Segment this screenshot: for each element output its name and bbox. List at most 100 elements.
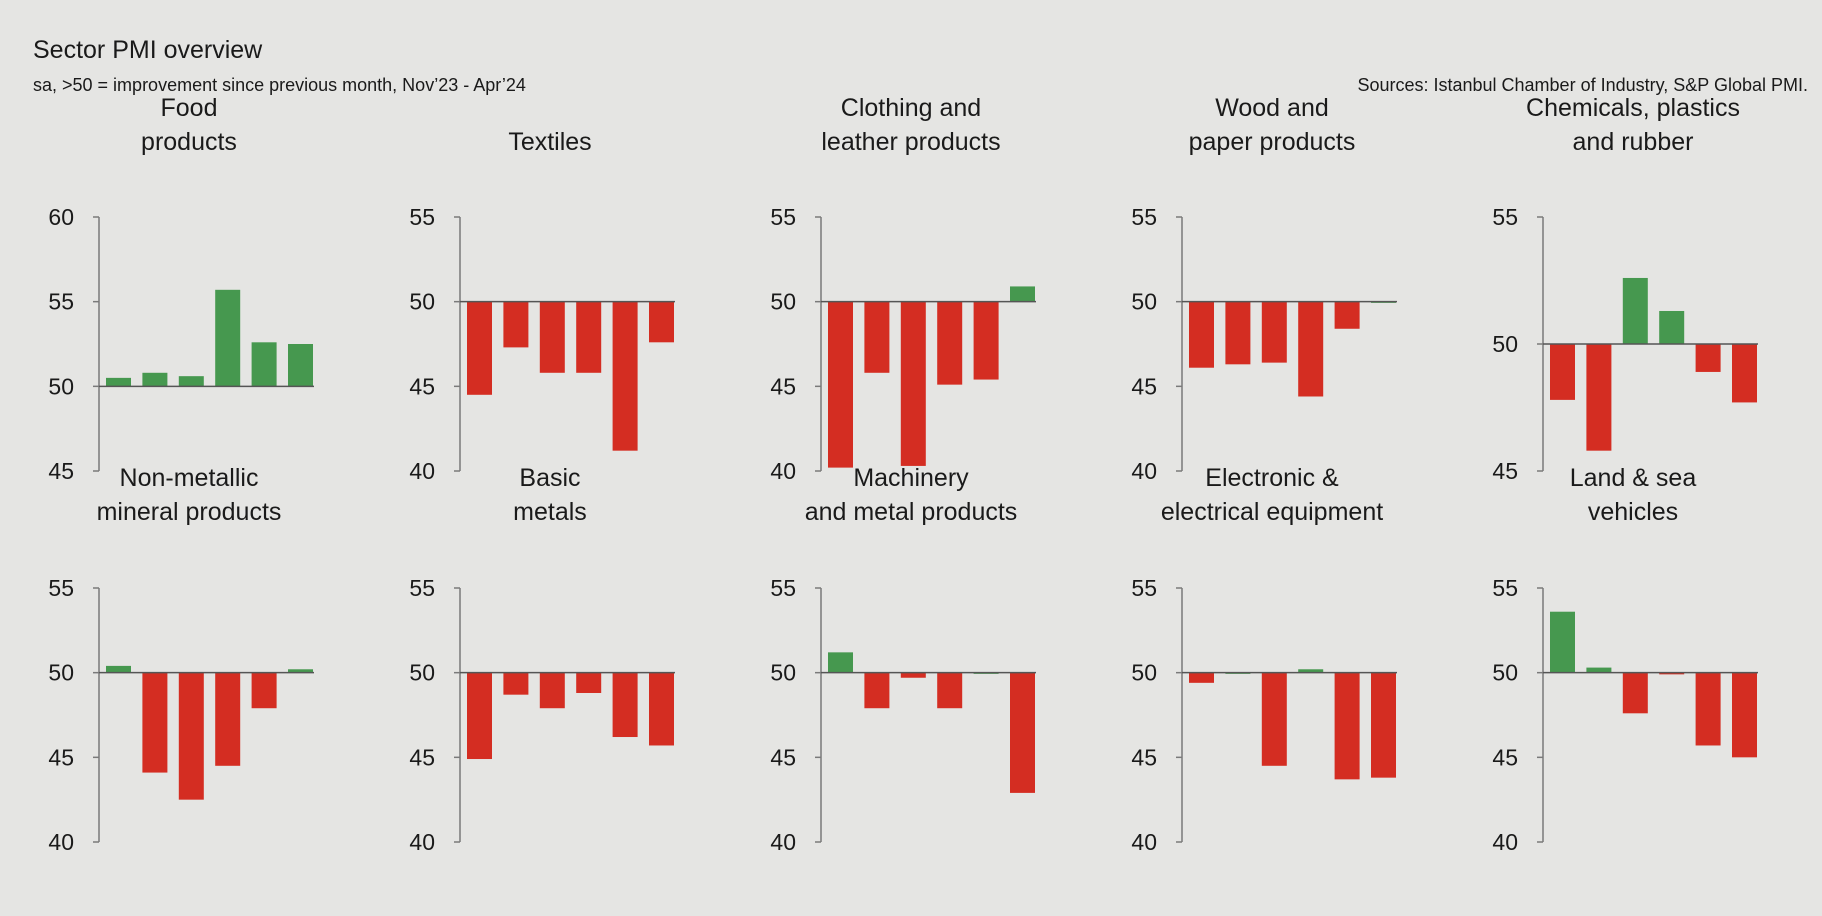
panel-title: vehicles bbox=[1588, 498, 1678, 526]
bar-Apr'24 bbox=[1371, 672, 1396, 778]
bar-Mar'24 bbox=[1334, 672, 1360, 780]
bar-Mar'24 bbox=[251, 672, 277, 709]
y-tick-label: 50 bbox=[48, 660, 74, 686]
bar-Feb'24 bbox=[1659, 672, 1685, 675]
y-tick-label: 50 bbox=[1131, 660, 1157, 686]
sector-panel-2: Textiles 40 45 50 55 bbox=[409, 128, 675, 484]
y-tick-label: 45 bbox=[48, 744, 74, 770]
bar-Jan'24 bbox=[178, 376, 204, 387]
bar-Nov'23 bbox=[467, 672, 492, 760]
y-tick-label: 45 bbox=[409, 744, 435, 770]
y-tick-label: 40 bbox=[770, 829, 796, 855]
bar-Nov'23 bbox=[467, 301, 492, 395]
y-tick-label: 45 bbox=[409, 373, 435, 399]
bar-Mar'24 bbox=[1334, 301, 1360, 329]
y-tick-label: 60 bbox=[48, 204, 74, 230]
y-tick-label: 55 bbox=[48, 575, 74, 601]
y-tick-label: 55 bbox=[1131, 204, 1157, 230]
y-tick-label: 55 bbox=[48, 289, 74, 315]
panel-title: Electronic & bbox=[1205, 464, 1339, 492]
panel-title: electrical equipment bbox=[1161, 498, 1383, 526]
bar-Jan'24 bbox=[900, 672, 926, 678]
sector-panel-6: Non-metallic mineral products 40 45 50 55 bbox=[48, 464, 314, 855]
bar-Feb'24 bbox=[1659, 310, 1685, 344]
y-tick-label: 45 bbox=[770, 744, 796, 770]
y-tick-label: 50 bbox=[48, 373, 74, 399]
bar-Dec'23 bbox=[864, 301, 890, 373]
y-tick-label: 50 bbox=[770, 289, 796, 315]
bar-Jan'24 bbox=[178, 672, 204, 800]
panel-title: Basic bbox=[519, 464, 580, 492]
bar-Dec'23 bbox=[142, 372, 168, 387]
bar-Nov'23 bbox=[1189, 301, 1214, 368]
bar-Jan'24 bbox=[1261, 672, 1287, 766]
panel-title: metals bbox=[513, 498, 587, 526]
y-tick-label: 40 bbox=[1492, 829, 1518, 855]
bar-Feb'24 bbox=[937, 301, 963, 385]
y-tick-label: 50 bbox=[770, 660, 796, 686]
bar-Dec'23 bbox=[503, 672, 529, 695]
panel-title: Wood and bbox=[1215, 94, 1329, 122]
y-tick-label: 40 bbox=[409, 829, 435, 855]
bar-Mar'24 bbox=[251, 342, 277, 387]
bar-Dec'23 bbox=[864, 672, 890, 709]
bar-Jan'24 bbox=[900, 301, 926, 466]
y-tick-label: 40 bbox=[48, 829, 74, 855]
bar-Feb'24 bbox=[215, 672, 241, 766]
bar-Feb'24 bbox=[576, 301, 602, 373]
sector-panel-1: Food products 45 50 55 60 bbox=[48, 94, 314, 484]
bar-Jan'24 bbox=[539, 672, 565, 709]
source-note: Sources: Istanbul Chamber of Industry, S… bbox=[1357, 75, 1808, 95]
bar-Jan'24 bbox=[1622, 277, 1648, 344]
panel-title: Land & sea bbox=[1570, 464, 1697, 492]
y-tick-label: 40 bbox=[1131, 458, 1157, 484]
page-title: Sector PMI overview bbox=[33, 36, 263, 64]
bar-Dec'23 bbox=[1586, 344, 1612, 451]
bar-Dec'23 bbox=[1586, 667, 1612, 673]
sector-panel-4: Wood and paper products 40 45 50 55 bbox=[1131, 94, 1397, 484]
y-tick-label: 50 bbox=[1492, 331, 1518, 357]
panel-title: and rubber bbox=[1573, 128, 1694, 156]
y-tick-label: 40 bbox=[1131, 829, 1157, 855]
y-tick-label: 50 bbox=[1131, 289, 1157, 315]
bar-Apr'24 bbox=[288, 669, 313, 673]
panel-title: mineral products bbox=[97, 498, 282, 526]
bar-Mar'24 bbox=[1695, 672, 1721, 746]
bar-Mar'24 bbox=[1695, 344, 1721, 372]
bar-Apr'24 bbox=[288, 344, 313, 387]
bar-Mar'24 bbox=[612, 301, 638, 451]
bar-Mar'24 bbox=[612, 672, 638, 738]
y-tick-label: 45 bbox=[1492, 458, 1518, 484]
y-tick-label: 45 bbox=[1492, 744, 1518, 770]
y-tick-label: 55 bbox=[409, 204, 435, 230]
sector-panel-8: Machinery and metal products 40 45 50 55 bbox=[770, 464, 1036, 855]
panel-title: Food bbox=[161, 94, 218, 122]
bar-Feb'24 bbox=[215, 289, 241, 387]
bar-Apr'24 bbox=[1732, 344, 1757, 403]
sector-panel-9: Electronic & electrical equipment 40 45 50 55 bbox=[1131, 464, 1397, 855]
bar-Jan'24 bbox=[1622, 672, 1648, 714]
y-tick-label: 50 bbox=[1492, 660, 1518, 686]
panel-title: Clothing and bbox=[841, 94, 981, 122]
sector-panel-10: Land & sea vehicles 40 45 50 55 bbox=[1492, 464, 1758, 855]
bar-Nov'23 bbox=[1550, 344, 1575, 400]
panel-title: products bbox=[141, 128, 237, 156]
bar-Nov'23 bbox=[1550, 611, 1575, 673]
bar-Dec'23 bbox=[503, 301, 529, 348]
bar-Apr'24 bbox=[1732, 672, 1757, 758]
bar-Nov'23 bbox=[106, 665, 131, 673]
bar-Feb'24 bbox=[576, 672, 602, 693]
panel-title: paper products bbox=[1189, 128, 1356, 156]
bar-Apr'24 bbox=[649, 672, 674, 746]
bar-Feb'24 bbox=[937, 672, 963, 709]
panel-title: Non-metallic bbox=[120, 464, 259, 492]
bar-Apr'24 bbox=[1010, 286, 1035, 302]
y-tick-label: 45 bbox=[1131, 373, 1157, 399]
bar-Feb'24 bbox=[1298, 669, 1324, 673]
y-tick-label: 50 bbox=[409, 660, 435, 686]
page-subtitle: sa, >50 = improvement since previous mon… bbox=[33, 75, 526, 95]
y-tick-label: 40 bbox=[409, 458, 435, 484]
bar-Mar'24 bbox=[973, 301, 999, 380]
y-tick-label: 50 bbox=[409, 289, 435, 315]
